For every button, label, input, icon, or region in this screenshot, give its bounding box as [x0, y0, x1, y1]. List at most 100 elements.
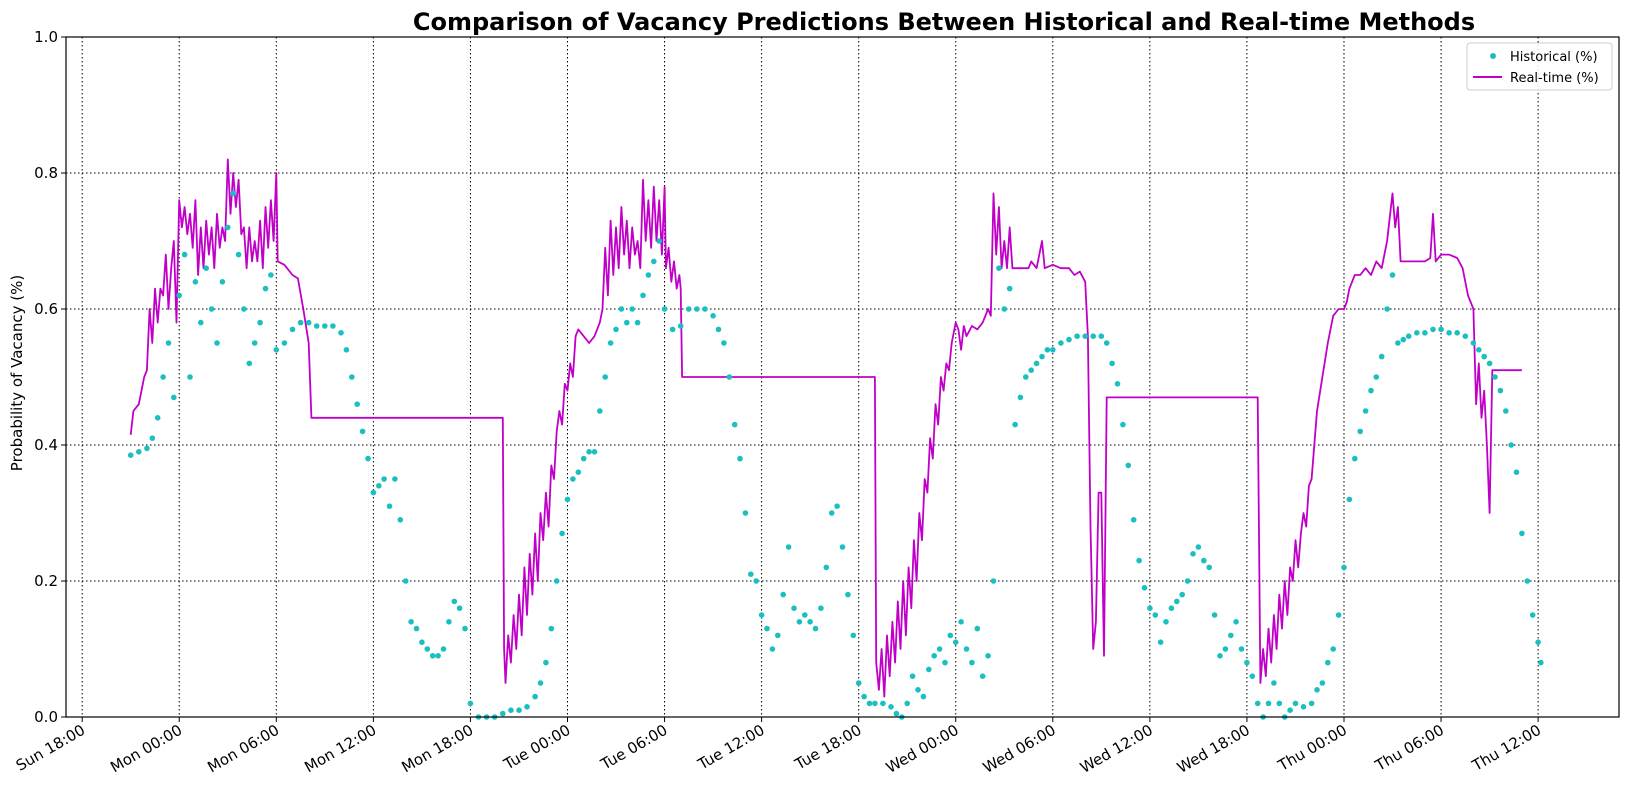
historical-point: [850, 632, 857, 639]
historical-point: [251, 340, 258, 346]
x-tick-label: Thu 12:00: [1468, 721, 1544, 775]
historical-point: [451, 598, 458, 605]
x-tick-label: Sun 18:00: [13, 721, 88, 775]
historical-point: [936, 646, 943, 652]
historical-point: [591, 449, 598, 455]
historical-point: [359, 428, 366, 435]
historical-point: [1157, 639, 1164, 645]
historical-point: [1066, 336, 1072, 343]
historical-point: [1454, 330, 1460, 336]
historical-point: [273, 347, 280, 353]
historical-point: [1538, 659, 1544, 666]
historical-point: [187, 374, 193, 380]
x-tick-label: Wed 12:00: [1077, 721, 1156, 777]
historical-point: [402, 578, 409, 584]
historical-point: [1211, 612, 1218, 618]
historical-point: [1058, 340, 1064, 346]
historical-point: [564, 496, 571, 503]
y-tick-label: 0.6: [34, 300, 58, 318]
historical-point: [855, 680, 862, 686]
historical-point: [1195, 544, 1202, 550]
historical-point: [1481, 353, 1487, 360]
historical-point: [1050, 347, 1056, 353]
historical-point: [1190, 551, 1196, 557]
legend-label-realtime: Real-time (%): [1510, 71, 1599, 86]
historical-point: [1373, 374, 1380, 380]
historical-point: [839, 544, 846, 550]
historical-point: [1529, 612, 1536, 618]
historical-point: [1325, 659, 1331, 666]
historical-point: [880, 700, 886, 707]
historical-point: [176, 292, 182, 299]
historical-point: [408, 619, 414, 625]
historical-point: [1378, 353, 1385, 360]
historical-point: [1462, 333, 1469, 340]
historical-point: [985, 653, 991, 659]
historical-point: [702, 306, 708, 312]
historical-point: [322, 323, 328, 329]
historical-point: [1001, 306, 1008, 312]
historical-point: [1109, 360, 1115, 367]
historical-point: [1400, 336, 1407, 343]
historical-point: [181, 251, 188, 258]
historical-point: [127, 452, 134, 459]
historical-point: [160, 374, 166, 380]
historical-point: [602, 374, 608, 380]
historical-point: [1228, 632, 1234, 639]
historical-point: [1389, 272, 1396, 278]
historical-point: [1271, 680, 1277, 686]
historical-point: [742, 510, 749, 516]
historical-point: [990, 578, 997, 584]
historical-point: [446, 619, 452, 625]
historical-point: [661, 306, 668, 312]
realtime-line: [129, 158, 1522, 698]
historical-point: [1033, 360, 1040, 367]
x-tick-label: Mon 06:00: [204, 721, 282, 776]
historical-point: [785, 544, 792, 550]
historical-point: [553, 578, 560, 584]
x-tick-label: Mon 18:00: [398, 721, 476, 776]
historical-point: [904, 700, 910, 707]
historical-point: [570, 476, 576, 482]
historical-point: [297, 319, 304, 326]
historical-point: [802, 612, 808, 618]
historical-point: [586, 449, 592, 455]
historical-point: [1384, 306, 1390, 312]
historical-point: [1028, 367, 1034, 374]
historical-point: [942, 659, 948, 666]
historical-point: [203, 265, 209, 272]
historical-point: [1152, 612, 1159, 618]
historical-point: [872, 700, 878, 707]
historical-point: [1147, 605, 1153, 611]
historical-point: [764, 625, 770, 632]
historical-point: [1120, 421, 1126, 428]
historical-point: [1330, 646, 1336, 652]
historical-point: [1017, 394, 1024, 401]
historical-point: [926, 666, 932, 673]
historical-point: [963, 646, 970, 652]
historical-point: [1357, 428, 1363, 435]
x-tick-label: Tue 00:00: [500, 721, 574, 774]
historical-point: [1168, 605, 1175, 611]
legend-box: [1466, 42, 1613, 91]
historical-point: [392, 476, 398, 482]
historical-point: [144, 445, 150, 452]
historical-point: [165, 340, 172, 346]
historical-point: [726, 374, 733, 380]
x-tick-label: Tue 12:00: [694, 721, 768, 774]
historical-point: [1141, 585, 1148, 591]
historical-point: [629, 306, 635, 312]
historical-point: [721, 340, 727, 346]
historical-point: [313, 323, 320, 329]
x-tick-label: Mon 12:00: [301, 721, 379, 776]
historical-point: [1254, 700, 1261, 707]
historical-point: [1287, 707, 1293, 713]
historical-point: [686, 306, 692, 312]
historical-point: [349, 374, 355, 380]
y-axis-label: Probability of Vacancy (%): [8, 275, 26, 471]
historical-point: [1430, 326, 1436, 333]
historical-point: [909, 673, 916, 679]
legend: Historical (%) Real-time (%): [1466, 42, 1613, 91]
historical-point: [424, 646, 431, 652]
historical-point: [656, 238, 662, 244]
